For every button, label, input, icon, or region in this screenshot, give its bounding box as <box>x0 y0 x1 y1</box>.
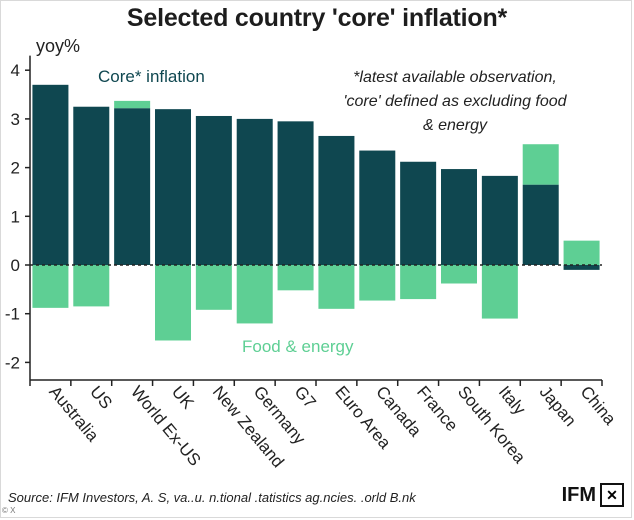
footnote-line: & energy <box>423 117 488 134</box>
core-series-label: Core* inflation <box>98 67 205 86</box>
core-bar-france <box>400 161 437 265</box>
core-bar-australia <box>32 84 69 265</box>
core-bar-uk <box>155 109 191 265</box>
food-energy-series-label: Food & energy <box>242 337 354 356</box>
core-bar-euro-area <box>318 135 355 265</box>
core-bar-south-korea <box>441 169 477 265</box>
food-energy-bar-new-zealand <box>195 265 232 310</box>
food-energy-bar-germany <box>236 265 273 324</box>
food-energy-bar-japan <box>522 144 559 185</box>
core-bar-china <box>563 265 600 270</box>
y-tick-label: 1 <box>11 207 20 226</box>
food-energy-bar-china <box>563 240 600 265</box>
footnote-line: 'core' defined as excluding food <box>343 93 567 110</box>
food-energy-bar-g7 <box>277 265 314 291</box>
chart-title: Selected country 'core' inflation* <box>126 4 508 32</box>
source-note: Source: IFM Investors, A. S, va..u. n.ti… <box>8 490 416 505</box>
y-tick-label: 0 <box>11 256 20 275</box>
food-energy-bar-euro-area <box>318 265 355 309</box>
core-bar-germany <box>236 118 273 266</box>
core-bar-italy <box>481 175 518 265</box>
x-tick-label: Italy <box>495 382 530 418</box>
food-energy-bar-italy <box>481 265 518 319</box>
core-bar-us <box>73 106 110 265</box>
food-energy-bar-uk <box>155 265 191 341</box>
y-tick-label: 3 <box>11 110 20 129</box>
food-energy-bar-france <box>400 265 437 300</box>
x-tick-label: G7 <box>291 382 320 412</box>
logo-text: IFM <box>561 483 596 506</box>
food-energy-bar-canada <box>359 265 396 301</box>
x-tick-label: UK <box>168 382 198 413</box>
ifm-logo: IFM ✕ <box>562 483 624 507</box>
y-tick-label: 4 <box>11 61 20 80</box>
core-bar-world-ex-us <box>114 108 151 265</box>
food-energy-bar-south-korea <box>441 265 477 284</box>
food-energy-bar-world-ex-us <box>114 100 151 109</box>
logo-mark-icon: ✕ <box>600 483 624 507</box>
y-tick-label: -1 <box>5 305 20 324</box>
food-energy-bar-us <box>73 265 110 307</box>
x-tick-label: Japan <box>536 382 580 430</box>
y-axis-label: yoy% <box>36 36 81 56</box>
core-bar-canada <box>359 150 396 265</box>
core-bar-g7 <box>277 121 314 266</box>
corner-badge: © X <box>2 506 16 515</box>
footnote-line: *latest available observation, <box>353 69 557 86</box>
core-bar-new-zealand <box>195 115 232 265</box>
x-tick-label: China <box>577 382 620 429</box>
core-bar-japan <box>522 184 559 265</box>
y-tick-label: -2 <box>5 353 20 372</box>
food-energy-bar-australia <box>32 265 69 308</box>
y-tick-label: 2 <box>11 159 20 178</box>
x-tick-label: US <box>86 382 116 412</box>
